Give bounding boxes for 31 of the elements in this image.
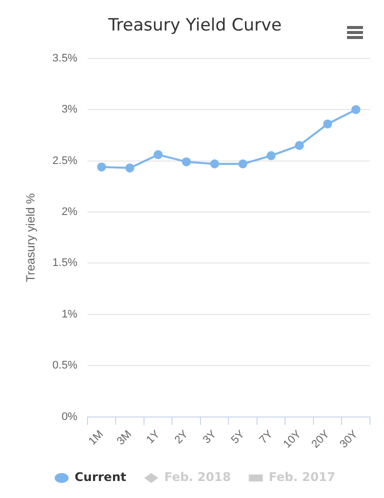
x-tick-label: 2Y xyxy=(172,428,192,446)
y-tick-label: 1% xyxy=(62,308,78,320)
y-tick-label: 0% xyxy=(62,410,78,423)
point xyxy=(182,157,191,166)
point xyxy=(125,163,134,172)
point xyxy=(351,105,360,114)
x-tick-label: 30Y xyxy=(338,428,361,451)
point xyxy=(294,140,304,150)
x-tick-label: 3Y xyxy=(200,428,220,446)
x-tick-label: 10Y xyxy=(281,428,304,451)
y-tick-label: 1.5% xyxy=(52,257,78,270)
y-tick-label: 2% xyxy=(62,206,78,218)
y-axis-title: Treasury yield % xyxy=(24,192,38,282)
x-tick-label: 1M xyxy=(86,428,106,448)
point xyxy=(323,119,332,128)
x-tick-label: 3M xyxy=(114,428,134,448)
point xyxy=(238,159,248,168)
point xyxy=(154,150,163,160)
point xyxy=(97,162,106,172)
x-tick-label: 1Y xyxy=(144,428,163,446)
x-tick-label: 5Y xyxy=(229,428,248,446)
y-tick-label: 3.5% xyxy=(52,52,78,64)
y-tick-label: 2.5% xyxy=(52,154,78,167)
chart-title: Treasury Yield Curve xyxy=(107,16,282,36)
legend-label: Current xyxy=(74,470,126,484)
x-tick-label: 7Y xyxy=(257,428,276,446)
y-tick-label: 0.5% xyxy=(52,360,78,372)
point xyxy=(210,159,220,168)
point xyxy=(266,151,276,160)
x-tick-label: 20Y xyxy=(310,428,332,451)
y-tick-label: 3% xyxy=(62,104,78,116)
